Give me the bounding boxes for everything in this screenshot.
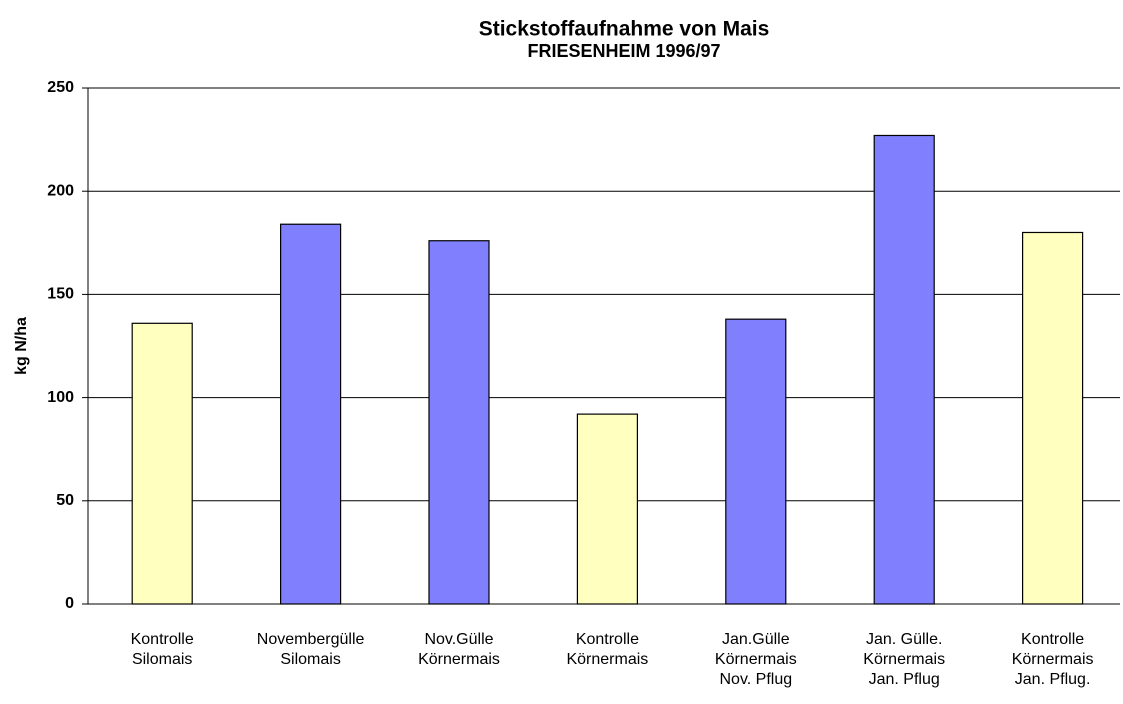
x-tick-label: Nov.Gülle <box>424 631 493 648</box>
bar <box>873 134 935 605</box>
y-tick-label: 150 <box>47 286 74 303</box>
x-tick-label: Kontrolle <box>576 631 639 648</box>
x-tick-label: Kontrolle <box>1021 631 1084 648</box>
x-tick-label: Körnermais <box>418 651 500 668</box>
x-tick-label: Körnermais <box>1012 651 1094 668</box>
y-tick-label: 100 <box>47 389 74 406</box>
y-tick-label: 200 <box>47 182 74 199</box>
bar <box>280 223 342 605</box>
x-tick-label: Jan.Gülle <box>722 631 790 648</box>
x-tick-label: Nov. Pflug <box>719 671 792 688</box>
x-tick-label: Jan. Gülle. <box>866 631 942 648</box>
x-tick-label: Körnermais <box>715 651 797 668</box>
x-tick-label: Körnermais <box>566 651 648 668</box>
bar <box>131 322 193 605</box>
bar <box>725 318 787 605</box>
chart-subtitle: FRIESENHEIM 1996/97 <box>527 41 720 61</box>
y-tick-label: 0 <box>65 595 74 612</box>
bar <box>1021 231 1084 605</box>
bar <box>576 413 639 605</box>
x-tick-label: Körnermais <box>863 651 945 668</box>
x-tick-label: Jan. Pflug. <box>1015 671 1091 688</box>
y-axis-label: kg N/ha <box>13 317 30 375</box>
x-tick-label: Novembergülle <box>257 631 365 648</box>
x-tick-label: Jan. Pflug <box>869 671 940 688</box>
x-tick-label: Silomais <box>280 651 340 668</box>
y-tick-label: 250 <box>47 79 74 96</box>
x-tick-label: Kontrolle <box>131 631 194 648</box>
y-tick-label: 50 <box>56 492 74 509</box>
chart-title: Stickstoffaufnahme von Mais <box>479 18 770 41</box>
x-tick-label: Silomais <box>132 651 192 668</box>
bar <box>428 240 490 605</box>
